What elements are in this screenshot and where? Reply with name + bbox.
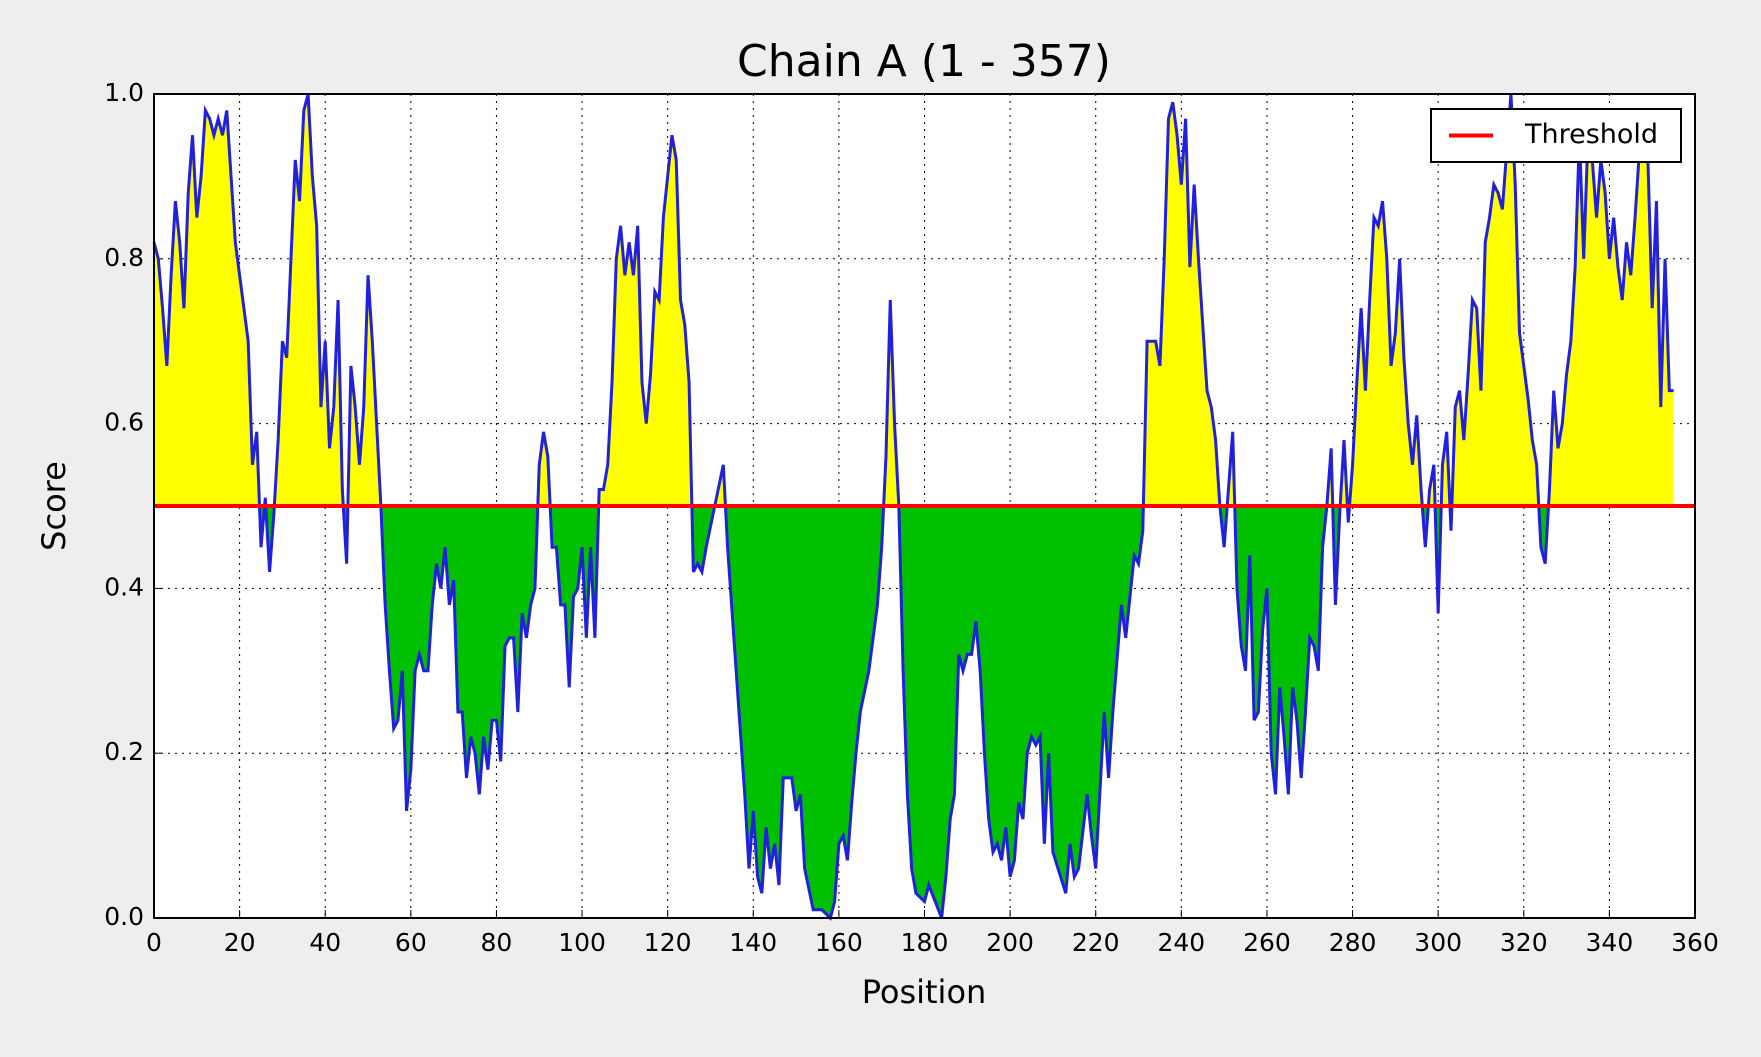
plot-frame xyxy=(153,93,1696,919)
x-tick-label: 340 xyxy=(1586,928,1634,957)
x-tick-label: 80 xyxy=(481,928,513,957)
area-below xyxy=(154,506,1674,918)
x-axis-label: Position xyxy=(862,973,987,1011)
x-tick-label: 360 xyxy=(1671,928,1719,957)
y-tick-label: 0.0 xyxy=(104,902,144,931)
x-tick-label: 240 xyxy=(1157,928,1205,957)
y-tick-label: 1.0 xyxy=(104,78,144,107)
x-tick-label: 100 xyxy=(558,928,606,957)
x-tick-label: 0 xyxy=(146,928,162,957)
score-line xyxy=(152,93,1674,921)
x-tick-label: 40 xyxy=(309,928,341,957)
x-tick-label: 280 xyxy=(1329,928,1377,957)
legend: Threshold xyxy=(1430,108,1682,163)
x-tick-label: 180 xyxy=(901,928,949,957)
y-tick-label: 0.4 xyxy=(104,572,144,601)
x-tick-label: 320 xyxy=(1500,928,1548,957)
y-axis-label: Score xyxy=(35,461,73,551)
y-tick-label: 0.8 xyxy=(104,243,144,272)
x-tick-label: 20 xyxy=(224,928,256,957)
x-tick-label: 120 xyxy=(644,928,692,957)
legend-label: Threshold xyxy=(1524,119,1658,150)
y-tick-label: 0.2 xyxy=(104,737,144,766)
x-tick-label: 220 xyxy=(1072,928,1120,957)
x-tick-label: 160 xyxy=(815,928,863,957)
x-tick-label: 60 xyxy=(395,928,427,957)
chart-title: Chain A (1 - 357) xyxy=(737,36,1111,87)
x-tick-label: 260 xyxy=(1243,928,1291,957)
y-tick-label: 0.6 xyxy=(104,408,144,437)
x-tick-label: 140 xyxy=(729,928,777,957)
x-tick-label: 200 xyxy=(986,928,1034,957)
x-tick-label: 300 xyxy=(1414,928,1462,957)
